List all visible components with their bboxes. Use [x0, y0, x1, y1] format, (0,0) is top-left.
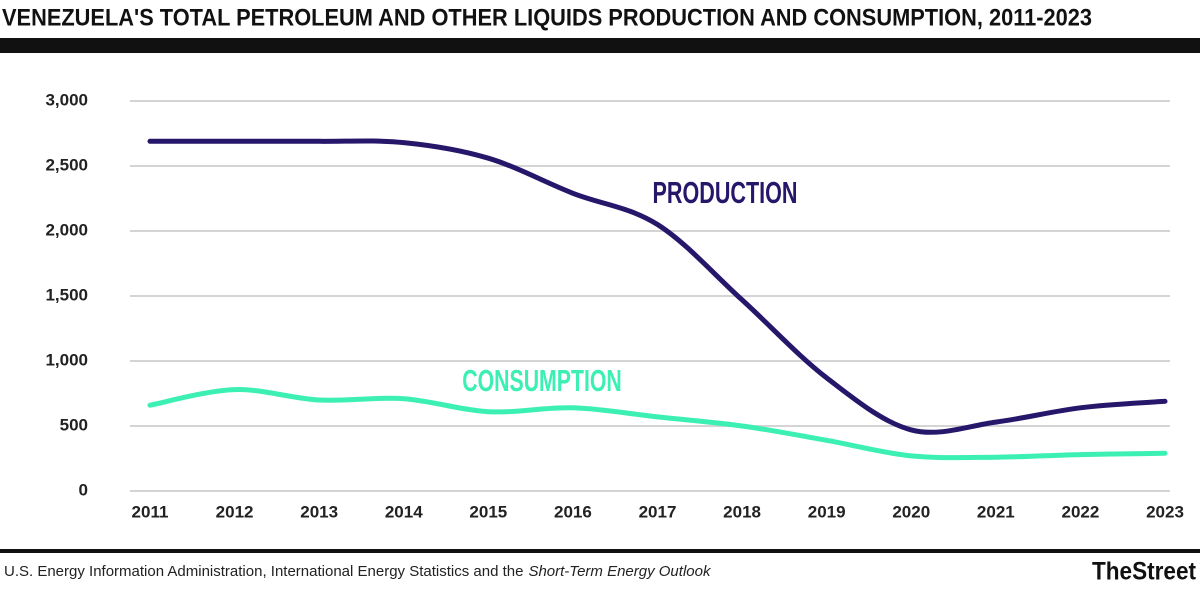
x-tick-label: 2015 [469, 502, 507, 521]
y-tick-label: 2,500 [45, 155, 88, 174]
x-tick-label: 2020 [892, 502, 930, 521]
y-tick-label: 0 [79, 480, 88, 499]
x-tick-label: 2023 [1146, 502, 1184, 521]
x-tick-label: 2016 [554, 502, 592, 521]
y-tick-label: 3,000 [45, 90, 88, 109]
y-tick-label: 2,000 [45, 220, 88, 239]
x-tick-label: 2012 [216, 502, 254, 521]
x-tick-label: 2019 [808, 502, 846, 521]
x-tick-label: 2011 [132, 502, 169, 521]
brand: TheStreet [1092, 558, 1197, 586]
title-bar [0, 38, 1200, 53]
y-tick-label: 1,500 [45, 285, 88, 304]
x-tick-label: 2021 [977, 502, 1015, 521]
x-tick-label: 2017 [639, 502, 677, 521]
x-tick-label: 2014 [385, 502, 423, 521]
source-title: Short-Term Energy Outlook [528, 563, 712, 580]
footer-bar [0, 549, 1200, 553]
source: U.S. Energy Information Administration, … [4, 563, 712, 580]
series-label: PRODUCTION [653, 175, 798, 210]
x-tick-label: 2022 [1062, 502, 1100, 521]
series-line [147, 387, 1168, 461]
chart-title: VENEZUELA'S TOTAL PETROLEUM AND OTHER LI… [2, 4, 1092, 31]
series-line [147, 138, 1168, 435]
x-tick-label: 2013 [300, 502, 338, 521]
y-tick-label: 500 [60, 415, 88, 434]
series-label: CONSUMPTION [462, 363, 622, 398]
source-prefix: U.S. Energy Information Administration, … [4, 563, 523, 580]
y-tick-label: 1,000 [45, 350, 88, 369]
x-tick-label: 2018 [723, 502, 761, 521]
